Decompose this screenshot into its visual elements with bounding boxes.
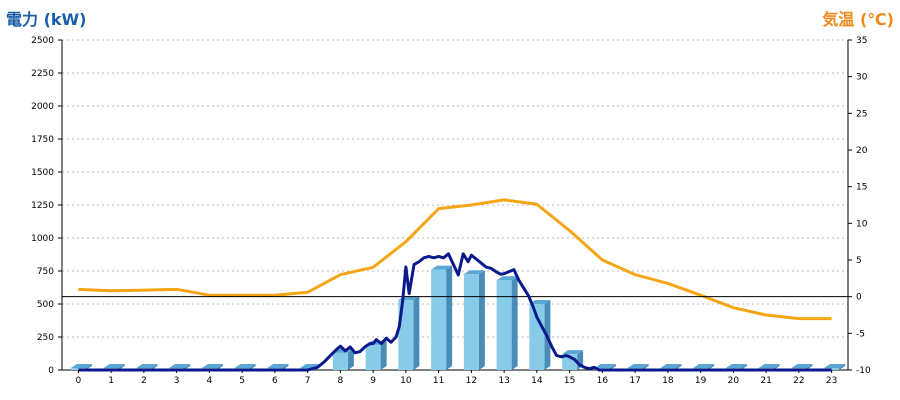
bar-12 [463,270,485,370]
x-tick-label: 1 [108,376,114,386]
left-axis-title: 電力 (kW) [6,10,87,29]
left-tick-label: 2000 [31,102,54,112]
x-tick-label: 7 [305,376,311,386]
x-tick-label: 12 [466,376,477,386]
x-tick-label: 10 [400,376,412,386]
x-tick-label: 18 [662,376,674,386]
left-tick-label: 250 [37,333,54,343]
x-tick-label: 3 [174,376,180,386]
x-tick-label: 15 [564,376,575,386]
right-tick-label: 5 [856,256,862,266]
x-tick-label: 6 [272,376,278,386]
right-tick-label: 20 [856,146,868,156]
x-tick-label: 17 [629,376,640,386]
bar-11 [431,265,453,370]
right-tick-label: -5 [856,329,865,339]
right-tick-label: 0 [856,293,862,303]
x-tick-label: 2 [141,376,147,386]
x-tick-label: 9 [370,376,376,386]
x-tick-label: 11 [433,376,444,386]
right-tick-label: 25 [856,109,867,119]
temperature-line [78,198,832,321]
x-tick-label: 19 [695,376,707,386]
left-tick-label: 2500 [31,36,54,46]
x-tick-label: 13 [498,376,509,386]
right-tick-label: 15 [856,183,867,193]
power-line [78,252,832,372]
left-tick-label: 2250 [31,69,54,79]
left-tick-label: 500 [37,300,54,310]
x-tick-label: 0 [76,376,82,386]
x-tick-label: 4 [207,376,213,386]
x-tick-label: 8 [338,376,344,386]
x-tick-label: 14 [531,376,543,386]
x-tick-label: 23 [826,376,837,386]
right-tick-label: 30 [856,73,868,83]
left-tick-label: 1750 [31,135,54,145]
right-axis-title: 気温 (℃) [822,10,894,29]
left-tick-label: 1250 [31,201,54,211]
left-tick-label: 1500 [31,168,54,178]
right-tick-label: -10 [856,366,871,376]
bar-13 [496,276,518,370]
x-tick-label: 16 [597,376,609,386]
x-tick-label: 21 [760,376,771,386]
right-tick-label: 35 [856,36,867,46]
left-tick-label: 750 [37,267,54,277]
x-tick-label: 20 [728,376,740,386]
x-tick-label: 22 [793,376,804,386]
x-tick-label: 5 [239,376,245,386]
right-tick-label: 10 [856,219,868,229]
left-tick-label: 0 [48,366,54,376]
left-tick-label: 1000 [31,234,54,244]
